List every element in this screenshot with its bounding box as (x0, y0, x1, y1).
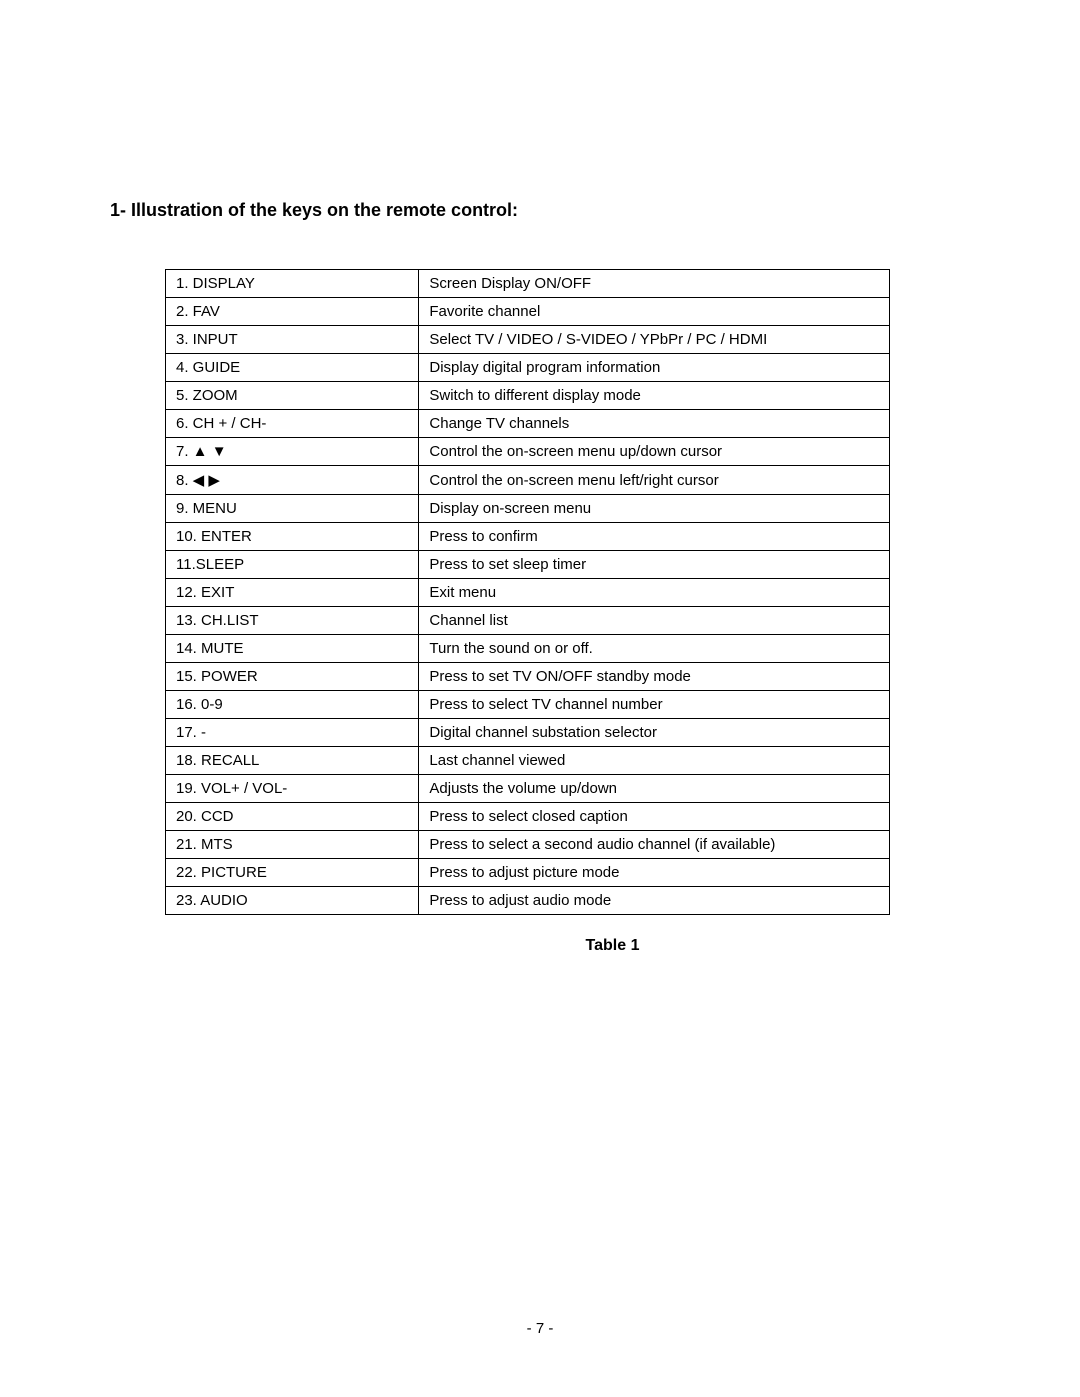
key-cell: 14. MUTE (166, 635, 419, 663)
table-row: 13. CH.LISTChannel list (166, 607, 890, 635)
key-cell: 8. ◀ ▶ (166, 466, 419, 495)
description-cell: Screen Display ON/OFF (419, 270, 890, 298)
description-cell: Press to set sleep timer (419, 551, 890, 579)
description-cell: Press to select closed caption (419, 803, 890, 831)
key-cell: 13. CH.LIST (166, 607, 419, 635)
page-number: - 7 - (0, 1320, 1080, 1337)
table-row: 20. CCDPress to select closed caption (166, 803, 890, 831)
description-cell: Select TV / VIDEO / S-VIDEO / YPbPr / PC… (419, 326, 890, 354)
description-cell: Display digital program information (419, 354, 890, 382)
key-cell: 16. 0-9 (166, 691, 419, 719)
table-row: 17. -Digital channel substation selector (166, 719, 890, 747)
key-cell: 20. CCD (166, 803, 419, 831)
description-cell: Digital channel substation selector (419, 719, 890, 747)
key-cell: 12. EXIT (166, 579, 419, 607)
table-row: 5. ZOOMSwitch to different display mode (166, 382, 890, 410)
table-row: 22. PICTUREPress to adjust picture mode (166, 859, 890, 887)
key-cell: 3. INPUT (166, 326, 419, 354)
key-cell: 21. MTS (166, 831, 419, 859)
table-row: 21. MTSPress to select a second audio ch… (166, 831, 890, 859)
key-cell: 7. ▲ ▼ (166, 438, 419, 466)
description-cell: Press to confirm (419, 523, 890, 551)
key-cell: 23. AUDIO (166, 887, 419, 915)
document-page: 1- Illustration of the keys on the remot… (0, 0, 1080, 955)
description-cell: Control the on-screen menu up/down curso… (419, 438, 890, 466)
table-row: 16. 0-9Press to select TV channel number (166, 691, 890, 719)
key-cell: 11.SLEEP (166, 551, 419, 579)
table-row: 4. GUIDEDisplay digital program informat… (166, 354, 890, 382)
key-cell: 5. ZOOM (166, 382, 419, 410)
description-cell: Display on-screen menu (419, 495, 890, 523)
key-cell: 9. MENU (166, 495, 419, 523)
table-row: 1. DISPLAYScreen Display ON/OFF (166, 270, 890, 298)
description-cell: Exit menu (419, 579, 890, 607)
table-row: 8. ◀ ▶Control the on-screen menu left/ri… (166, 466, 890, 495)
key-cell: 10. ENTER (166, 523, 419, 551)
key-cell: 6. CH + / CH- (166, 410, 419, 438)
table-row: 12. EXITExit menu (166, 579, 890, 607)
table-row: 3. INPUTSelect TV / VIDEO / S-VIDEO / YP… (166, 326, 890, 354)
table-row: 10. ENTERPress to confirm (166, 523, 890, 551)
description-cell: Change TV channels (419, 410, 890, 438)
table-row: 9. MENUDisplay on-screen menu (166, 495, 890, 523)
description-cell: Press to adjust picture mode (419, 859, 890, 887)
description-cell: Control the on-screen menu left/right cu… (419, 466, 890, 495)
key-cell: 18. RECALL (166, 747, 419, 775)
remote-keys-table-container: 1. DISPLAYScreen Display ON/OFF2. FAVFav… (165, 269, 890, 955)
key-cell: 17. - (166, 719, 419, 747)
table-row: 14. MUTETurn the sound on or off. (166, 635, 890, 663)
description-cell: Press to set TV ON/OFF standby mode (419, 663, 890, 691)
description-cell: Adjusts the volume up/down (419, 775, 890, 803)
table-row: 2. FAVFavorite channel (166, 298, 890, 326)
table-row: 19. VOL+ / VOL-Adjusts the volume up/dow… (166, 775, 890, 803)
remote-keys-table: 1. DISPLAYScreen Display ON/OFF2. FAVFav… (165, 269, 890, 915)
section-title: 1- Illustration of the keys on the remot… (110, 200, 970, 221)
description-cell: Favorite channel (419, 298, 890, 326)
key-cell: 22. PICTURE (166, 859, 419, 887)
key-cell: 1. DISPLAY (166, 270, 419, 298)
description-cell: Channel list (419, 607, 890, 635)
table-row: 18. RECALLLast channel viewed (166, 747, 890, 775)
table-row: 23. AUDIOPress to adjust audio mode (166, 887, 890, 915)
description-cell: Turn the sound on or off. (419, 635, 890, 663)
description-cell: Press to select TV channel number (419, 691, 890, 719)
table-row: 6. CH + / CH-Change TV channels (166, 410, 890, 438)
table-caption: Table 1 (335, 937, 890, 955)
description-cell: Press to select a second audio channel (… (419, 831, 890, 859)
key-cell: 19. VOL+ / VOL- (166, 775, 419, 803)
description-cell: Press to adjust audio mode (419, 887, 890, 915)
table-row: 15. POWERPress to set TV ON/OFF standby … (166, 663, 890, 691)
table-row: 7. ▲ ▼Control the on-screen menu up/down… (166, 438, 890, 466)
description-cell: Switch to different display mode (419, 382, 890, 410)
key-cell: 15. POWER (166, 663, 419, 691)
description-cell: Last channel viewed (419, 747, 890, 775)
table-row: 11.SLEEPPress to set sleep timer (166, 551, 890, 579)
key-cell: 4. GUIDE (166, 354, 419, 382)
key-cell: 2. FAV (166, 298, 419, 326)
